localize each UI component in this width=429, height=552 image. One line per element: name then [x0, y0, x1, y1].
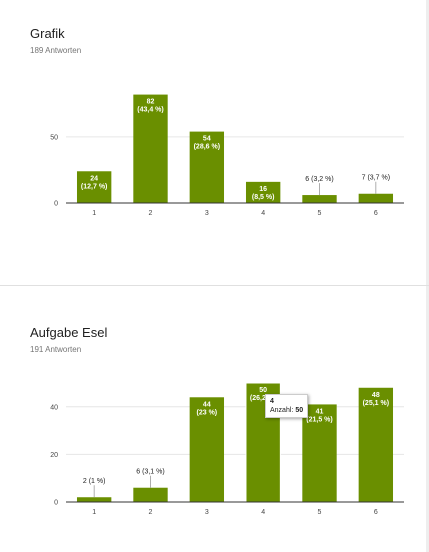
- response-count: 191 Antworten: [30, 345, 82, 354]
- y-tick-label: 20: [50, 452, 58, 459]
- data-label: (21,5 %): [306, 416, 332, 423]
- data-label: 48: [372, 392, 380, 399]
- bar: [76, 497, 112, 502]
- y-tick-label: 40: [50, 404, 58, 411]
- data-label: (28,6 %): [194, 144, 220, 151]
- tooltip-category: 4: [270, 398, 274, 405]
- bar: [76, 171, 112, 203]
- data-label: 41: [316, 408, 324, 415]
- bar: [133, 487, 168, 502]
- data-label: 50: [259, 387, 267, 394]
- bar: [302, 404, 337, 502]
- section-divider: [0, 285, 429, 286]
- x-tick-label: 2: [149, 509, 153, 516]
- x-tick-label: 5: [318, 210, 322, 217]
- bar: [133, 94, 168, 203]
- bar: [245, 181, 281, 203]
- data-label: (25,1 %): [363, 400, 389, 407]
- data-label: (43,4 %): [137, 107, 163, 114]
- data-label: 6 (3,1 %): [136, 469, 164, 476]
- x-tick-label: 6: [374, 210, 378, 217]
- bar: [358, 387, 394, 502]
- data-label: (8,5 %): [252, 194, 275, 201]
- data-label: (26,2 %): [250, 395, 276, 402]
- tooltip-count-value: 50: [295, 407, 304, 414]
- chart-tooltip: 4 Anzahl: 50: [265, 394, 309, 418]
- tooltip-count: Anzahl: 50: [270, 406, 303, 415]
- data-label: 2 (1 %): [83, 478, 106, 485]
- y-tick-label: 50: [50, 134, 58, 141]
- data-label: 6 (3,2 %): [305, 176, 333, 183]
- response-count: 189 Antworten: [30, 46, 82, 55]
- x-tick-label: 3: [205, 509, 209, 516]
- card-border: [426, 0, 429, 552]
- bar: [302, 195, 337, 203]
- x-tick-label: 1: [92, 509, 96, 516]
- data-label: 16: [259, 186, 267, 193]
- data-label: 24: [90, 175, 98, 182]
- x-tick-label: 4: [261, 509, 265, 516]
- data-label: 54: [203, 136, 211, 143]
- data-label: (12,7 %): [81, 183, 107, 190]
- data-label: 82: [147, 99, 155, 106]
- tooltip-count-label: Anzahl:: [270, 407, 294, 414]
- bar: [189, 397, 225, 502]
- x-tick-label: 2: [149, 210, 153, 217]
- x-tick-label: 4: [261, 210, 265, 217]
- data-label: (23 %): [197, 409, 218, 416]
- x-tick-label: 3: [205, 210, 209, 217]
- data-label: 44: [203, 401, 211, 408]
- question-title: Aufgabe Esel: [30, 325, 108, 340]
- x-tick-label: 5: [318, 509, 322, 516]
- x-tick-label: 6: [374, 509, 378, 516]
- y-tick-label: 0: [54, 500, 58, 507]
- y-tick-label: 0: [54, 201, 58, 208]
- bar: [189, 131, 225, 203]
- bar: [358, 193, 394, 203]
- question-title: Grafik: [30, 26, 65, 41]
- x-tick-label: 1: [92, 210, 96, 217]
- data-label: 7 (3,7 %): [362, 175, 390, 182]
